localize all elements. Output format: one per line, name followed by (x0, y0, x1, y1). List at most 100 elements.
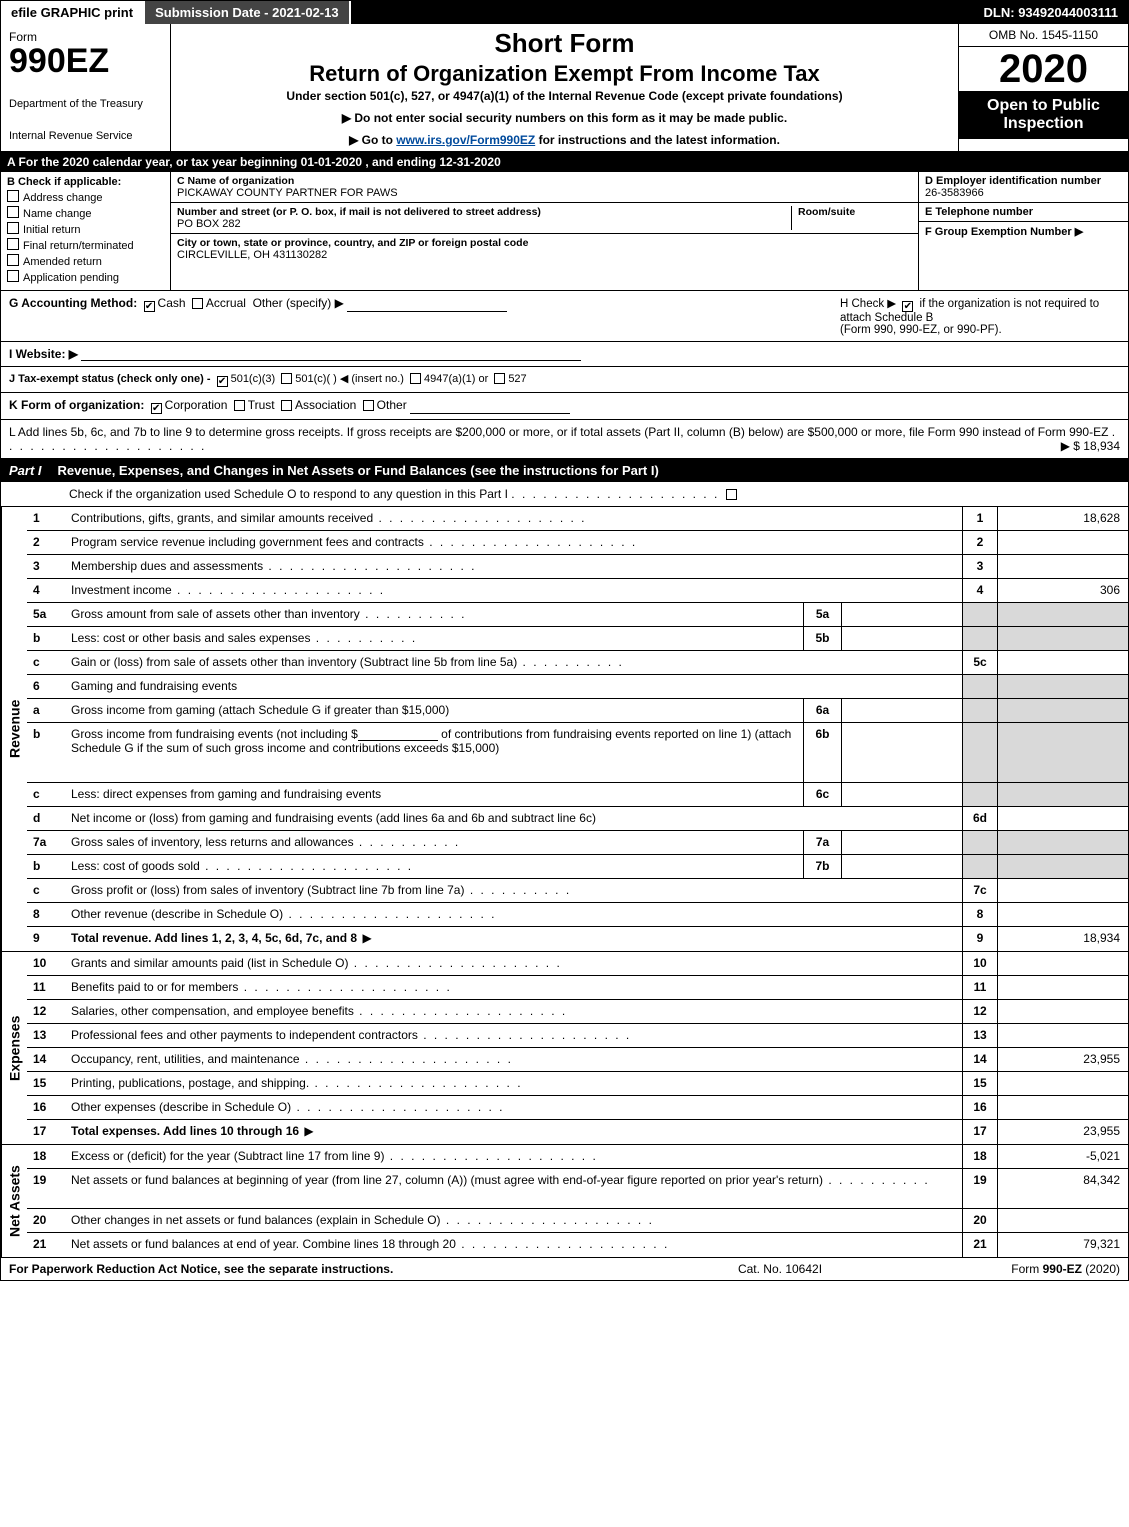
net-assets-block: Net Assets 18Excess or (deficit) for the… (1, 1145, 1128, 1258)
c-label: C Name of organization (177, 175, 912, 187)
form-990ez-page: efile GRAPHIC print Submission Date - 20… (0, 0, 1129, 1281)
line-i-website: I Website: ▶ (1, 342, 1128, 367)
part1-header: Part I Revenue, Expenses, and Changes in… (1, 459, 1128, 482)
k-other-field[interactable] (410, 401, 570, 414)
return-heading: Return of Organization Exempt From Incom… (177, 61, 952, 87)
line-4: 4Investment income4306 (27, 579, 1128, 603)
e-label: E Telephone number (925, 206, 1033, 218)
line-6a: aGross income from gaming (attach Schedu… (27, 699, 1128, 723)
org-name-row: C Name of organization PICKAWAY COUNTY P… (171, 172, 918, 203)
line-7c: cGross profit or (loss) from sales of in… (27, 879, 1128, 903)
form-footer-id: Form 990-EZ (2020) (920, 1262, 1120, 1276)
instructions-link-line: ▶ Go to www.irs.gov/Form990EZ for instru… (177, 133, 952, 147)
revenue-side-label: Revenue (1, 507, 27, 951)
net-assets-side-label: Net Assets (1, 1145, 27, 1257)
ein-cell: D Employer identification number 26-3583… (919, 172, 1128, 203)
ein-value: 26-3583966 (925, 187, 984, 199)
line-2: 2Program service revenue including gover… (27, 531, 1128, 555)
part1-check-text: Check if the organization used Schedule … (69, 487, 508, 501)
h-checkbox[interactable] (902, 301, 913, 312)
b-opt-pending[interactable]: Application pending (7, 270, 164, 284)
line-16: 16Other expenses (describe in Schedule O… (27, 1096, 1128, 1120)
j-527-checkbox[interactable] (494, 373, 505, 384)
group-exemption-cell: F Group Exemption Number ▶ (919, 222, 1128, 241)
j-501c-checkbox[interactable] (281, 373, 292, 384)
agency-irs: Internal Revenue Service (9, 130, 162, 142)
line-18: 18Excess or (deficit) for the year (Subt… (27, 1145, 1128, 1169)
catalog-number: Cat. No. 10642I (640, 1262, 920, 1276)
j-4947-checkbox[interactable] (410, 373, 421, 384)
line-6c: cLess: direct expenses from gaming and f… (27, 783, 1128, 807)
revenue-block: Revenue 1Contributions, gifts, grants, a… (1, 507, 1128, 952)
line-20: 20Other changes in net assets or fund ba… (27, 1209, 1128, 1233)
line-5b: bLess: cost or other basis and sales exp… (27, 627, 1128, 651)
b-opt-address[interactable]: Address change (7, 190, 164, 204)
l-amount: ▶ $ 18,934 (1061, 439, 1120, 453)
line-19: 19Net assets or fund balances at beginni… (27, 1169, 1128, 1209)
line-5a: 5aGross amount from sale of assets other… (27, 603, 1128, 627)
line-j-status: J Tax-exempt status (check only one) - 5… (1, 367, 1128, 393)
form-number: 990EZ (9, 44, 162, 78)
line-7a: 7aGross sales of inventory, less returns… (27, 831, 1128, 855)
line-12: 12Salaries, other compensation, and empl… (27, 1000, 1128, 1024)
city-row: City or town, state or province, country… (171, 234, 918, 264)
expenses-side-label: Expenses (1, 952, 27, 1144)
i-label: I Website: ▶ (9, 347, 78, 361)
part1-title: Revenue, Expenses, and Changes in Net As… (58, 463, 659, 478)
f-label: F Group Exemption Number ▶ (925, 226, 1083, 238)
b-opt-final[interactable]: Final return/terminated (7, 238, 164, 252)
line-l-gross: L Add lines 5b, 6c, and 7b to line 9 to … (1, 420, 1128, 459)
room-label: Room/suite (798, 206, 912, 218)
expenses-block: Expenses 10Grants and similar amounts pa… (1, 952, 1128, 1145)
city-value: CIRCLEVILLE, OH 431130282 (177, 249, 912, 261)
b-opt-amended[interactable]: Amended return (7, 254, 164, 268)
line-6d: dNet income or (loss) from gaming and fu… (27, 807, 1128, 831)
line-5c: cGain or (loss) from sale of assets othe… (27, 651, 1128, 675)
line-14: 14Occupancy, rent, utilities, and mainte… (27, 1048, 1128, 1072)
tax-year: 2020 (959, 47, 1128, 91)
k-assoc-checkbox[interactable] (281, 400, 292, 411)
line-7b: bLess: cost of goods sold7b (27, 855, 1128, 879)
line-21: 21Net assets or fund balances at end of … (27, 1233, 1128, 1257)
g-other-field[interactable] (347, 299, 507, 312)
section-def: D Employer identification number 26-3583… (918, 172, 1128, 290)
dln-label: DLN: 93492044003111 (974, 1, 1128, 24)
k-corp-checkbox[interactable] (151, 403, 162, 414)
paperwork-notice: For Paperwork Reduction Act Notice, see … (9, 1262, 640, 1276)
g-cash-checkbox[interactable] (144, 301, 155, 312)
line-17: 17Total expenses. Add lines 10 through 1… (27, 1120, 1128, 1144)
k-other-checkbox[interactable] (363, 400, 374, 411)
open-to-public: Open to Public Inspection (959, 91, 1128, 139)
topbar: efile GRAPHIC print Submission Date - 20… (1, 1, 1128, 24)
line-15: 15Printing, publications, postage, and s… (27, 1072, 1128, 1096)
line-1: 1Contributions, gifts, grants, and simil… (27, 507, 1128, 531)
b-header: B Check if applicable: (7, 176, 164, 188)
b-opt-name[interactable]: Name change (7, 206, 164, 220)
g-accrual-checkbox[interactable] (192, 298, 203, 309)
line-6b: bGross income from fundraising events (n… (27, 723, 1128, 783)
omb-number: OMB No. 1545-1150 (959, 24, 1128, 47)
line-8: 8Other revenue (describe in Schedule O)8 (27, 903, 1128, 927)
b-opt-initial[interactable]: Initial return (7, 222, 164, 236)
h-schedule-b: H Check ▶ if the organization is not req… (840, 296, 1120, 336)
short-form-heading: Short Form (177, 28, 952, 59)
part1-schedule-o-checkbox[interactable] (726, 489, 737, 500)
section-b: B Check if applicable: Address change Na… (1, 172, 171, 290)
line-6: 6Gaming and fundraising events (27, 675, 1128, 699)
website-field[interactable] (81, 348, 581, 361)
page-footer: For Paperwork Reduction Act Notice, see … (1, 1258, 1128, 1280)
submission-date-button[interactable]: Submission Date - 2021-02-13 (145, 1, 351, 24)
entity-section: B Check if applicable: Address change Na… (1, 172, 1128, 291)
part1-check-line: Check if the organization used Schedule … (1, 482, 1128, 507)
under-section: Under section 501(c), 527, or 4947(a)(1)… (177, 89, 952, 103)
j-501c3-checkbox[interactable] (217, 376, 228, 387)
k-trust-checkbox[interactable] (234, 400, 245, 411)
l-text: L Add lines 5b, 6c, and 7b to line 9 to … (9, 425, 1108, 439)
section-c: C Name of organization PICKAWAY COUNTY P… (171, 172, 918, 290)
efile-print-button[interactable]: efile GRAPHIC print (1, 1, 145, 24)
agency-treasury: Department of the Treasury (9, 98, 162, 110)
instructions-link[interactable]: www.irs.gov/Form990EZ (396, 133, 535, 147)
line-6b-contrib[interactable] (358, 728, 438, 741)
line-gh: G Accounting Method: Cash Accrual Other … (1, 291, 1128, 342)
phone-cell: E Telephone number (919, 203, 1128, 222)
